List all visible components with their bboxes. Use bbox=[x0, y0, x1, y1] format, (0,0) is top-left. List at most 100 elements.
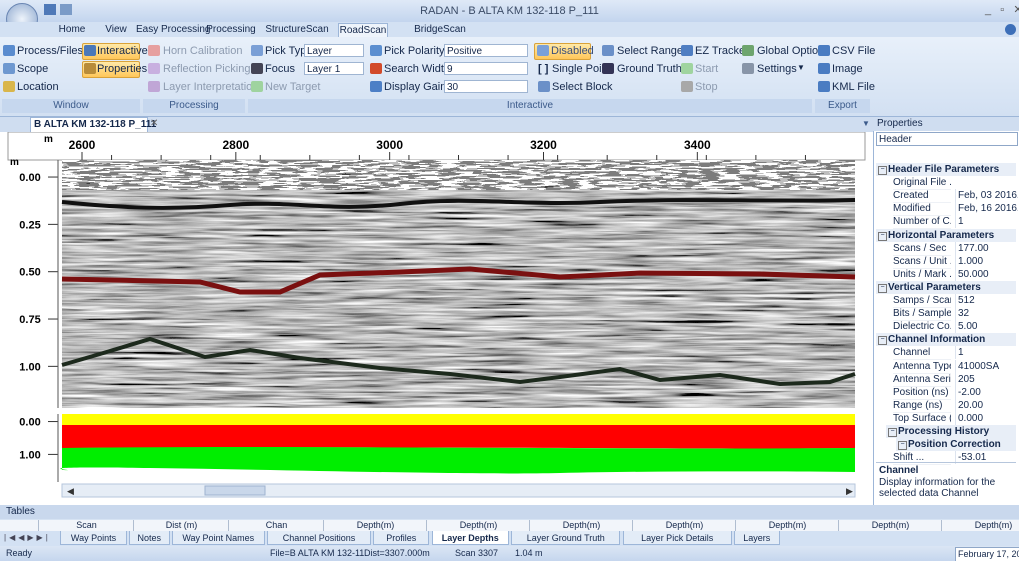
ribbon-tab[interactable]: Easy Processing bbox=[136, 23, 200, 37]
property-name: Range (ns) bbox=[893, 399, 951, 413]
display-gain-combo[interactable]: 30 bbox=[444, 80, 528, 93]
sheet-nav[interactable]: |◀◀▶▶| bbox=[4, 533, 51, 542]
help-button[interactable] bbox=[1005, 24, 1016, 35]
property-value: 177.00 bbox=[955, 242, 1018, 255]
property-section: Position Correction bbox=[896, 438, 1016, 451]
sheet-tab[interactable]: Profiles bbox=[373, 531, 429, 545]
collapse-toggle[interactable]: − bbox=[878, 166, 887, 175]
property-section: Header File Parameters bbox=[876, 163, 1016, 176]
ribbon-tab[interactable]: RoadScan bbox=[338, 23, 388, 37]
property-value: 20.00 bbox=[955, 399, 1018, 412]
properties-title: Properties bbox=[873, 117, 1019, 131]
collapse-toggle[interactable]: − bbox=[878, 232, 887, 241]
ribbon-button[interactable]: Select Block bbox=[552, 81, 613, 93]
ribbon-button[interactable]: New Target bbox=[265, 81, 320, 93]
sheet-tab[interactable]: Notes bbox=[129, 531, 170, 545]
y-tick-label: 0.75 bbox=[19, 314, 40, 326]
ribbon-button[interactable]: Location bbox=[17, 81, 59, 93]
ribbon-button[interactable]: Layer Interpretation bbox=[163, 81, 258, 93]
horizontal-scrollbar[interactable] bbox=[62, 484, 855, 497]
property-name: Original File ... bbox=[893, 176, 951, 190]
window-controls[interactable]: _ ▫ ✕ bbox=[985, 3, 1019, 16]
scroll-thumb[interactable] bbox=[205, 486, 265, 495]
property-value: 50.000 bbox=[955, 268, 1018, 281]
status-item: File=B ALTA KM 132-11 bbox=[270, 547, 364, 560]
ribbon-button[interactable]: Scope bbox=[17, 63, 48, 75]
ribbon-button[interactable]: Stop bbox=[695, 81, 718, 93]
x-tick-label: 3400 bbox=[684, 138, 711, 152]
ribbon-tab-row: Home View Easy Processing Processing Structu… bbox=[0, 22, 1019, 37]
document-tab[interactable]: B ALTA KM 132-118 P_111 bbox=[30, 117, 148, 132]
ribbon-button[interactable]: Ground Truth bbox=[617, 63, 682, 75]
y-tick-label: 0.00 bbox=[19, 417, 40, 429]
y-tick-label: 0.50 bbox=[19, 267, 40, 279]
sheet-tab-row: |◀◀▶▶| Way PointsNotesWay Point NamesChan… bbox=[0, 531, 1019, 546]
ribbon-button[interactable]: Select Range bbox=[617, 45, 683, 57]
group-label: Processing bbox=[143, 99, 245, 113]
property-value: 1 bbox=[955, 215, 1018, 228]
ribbon-button[interactable]: Process/Files bbox=[17, 45, 83, 57]
ribbon-button[interactable]: KML File bbox=[832, 81, 875, 93]
layer-band-1 bbox=[62, 414, 855, 425]
property-name: Dielectric Co... bbox=[893, 320, 951, 334]
property-name: Bits / Sample bbox=[893, 307, 951, 321]
ribbon-button[interactable]: Horn Calibration bbox=[163, 45, 242, 57]
ribbon-button[interactable]: Disabled bbox=[551, 45, 594, 57]
property-value: 205 bbox=[955, 373, 1018, 386]
ribbon-button[interactable]: CSV File bbox=[832, 45, 875, 57]
sheet-tab[interactable]: Channel Positions bbox=[267, 531, 371, 545]
ribbon-tab[interactable]: StructureScan bbox=[262, 23, 332, 37]
window-title: RADAN - B ALTA KM 132-118 P_111 bbox=[0, 5, 1019, 17]
ribbon-tab[interactable]: BridgeScan bbox=[412, 23, 468, 37]
property-value: Feb, 16 2016... bbox=[955, 202, 1018, 215]
ribbon-button[interactable]: EZ Tracker bbox=[695, 45, 749, 57]
sheet-tab[interactable]: Way Point Names bbox=[172, 531, 266, 545]
search-width-combo[interactable]: 9 bbox=[444, 62, 528, 75]
ribbon-tab[interactable]: Home bbox=[52, 23, 92, 37]
column-header: Depth(m) bbox=[426, 520, 530, 531]
collapse-toggle[interactable]: − bbox=[898, 441, 907, 450]
y-tick-label: 0.25 bbox=[19, 219, 40, 231]
properties-selector[interactable]: Header bbox=[876, 132, 1018, 146]
sheet-tab[interactable]: Layer Pick Details bbox=[623, 531, 732, 545]
collapse-toggle[interactable]: − bbox=[878, 336, 887, 345]
sheet-tab[interactable]: Layer Ground Truth bbox=[511, 531, 620, 545]
property-value: 1.000 bbox=[955, 255, 1018, 268]
status-bar: ReadyFile=B ALTA KM 132-11Dist=3307.000m… bbox=[0, 546, 1019, 561]
radargram-surface bbox=[62, 160, 855, 190]
property-name: Scans / Sec bbox=[893, 242, 951, 256]
status-item: Scan 3307 bbox=[455, 547, 498, 560]
sheet-tab[interactable]: Layers bbox=[734, 531, 780, 545]
column-header: Depth(m) bbox=[529, 520, 633, 531]
focus-combo[interactable]: Layer 1 bbox=[304, 62, 364, 75]
ribbon-label: Search Width bbox=[384, 63, 450, 75]
ribbon-button[interactable]: Start bbox=[695, 63, 718, 75]
ribbon-button[interactable]: Settings bbox=[757, 63, 797, 75]
ribbon-button[interactable]: Properties bbox=[97, 63, 147, 75]
status-item: Ready bbox=[6, 547, 32, 560]
svg-text:▶: ▶ bbox=[846, 486, 853, 496]
ribbon-tab[interactable]: Processing bbox=[204, 23, 258, 37]
description-title: Channel bbox=[879, 465, 918, 476]
property-value: 0.000 bbox=[955, 412, 1018, 425]
y-tick-label: 1.00 bbox=[19, 449, 40, 461]
property-value: 1 bbox=[955, 346, 1018, 359]
property-value: 5.00 bbox=[955, 320, 1018, 333]
property-name: Antenna Seri... bbox=[893, 373, 951, 387]
group-label: Interactive bbox=[248, 99, 812, 113]
collapse-toggle[interactable]: − bbox=[888, 428, 897, 437]
sheet-tab[interactable]: Layer Depths bbox=[432, 531, 510, 545]
property-name: Created bbox=[893, 189, 951, 203]
pick-type-combo[interactable]: Layer bbox=[304, 44, 364, 57]
polarity-combo[interactable]: Positive bbox=[444, 44, 528, 57]
close-tab[interactable]: ✕ bbox=[150, 118, 158, 129]
column-header: Dist (m) bbox=[133, 520, 229, 531]
ribbon-button[interactable]: Interactive bbox=[97, 45, 148, 57]
collapse-toggle[interactable]: − bbox=[878, 284, 887, 293]
ribbon-tab[interactable]: View bbox=[100, 23, 132, 37]
group-label: Window bbox=[2, 99, 140, 113]
sheet-tab[interactable]: Way Points bbox=[60, 531, 127, 545]
ribbon-button[interactable]: Reflection Picking bbox=[163, 63, 250, 75]
ribbon-button[interactable]: Image bbox=[832, 63, 863, 75]
